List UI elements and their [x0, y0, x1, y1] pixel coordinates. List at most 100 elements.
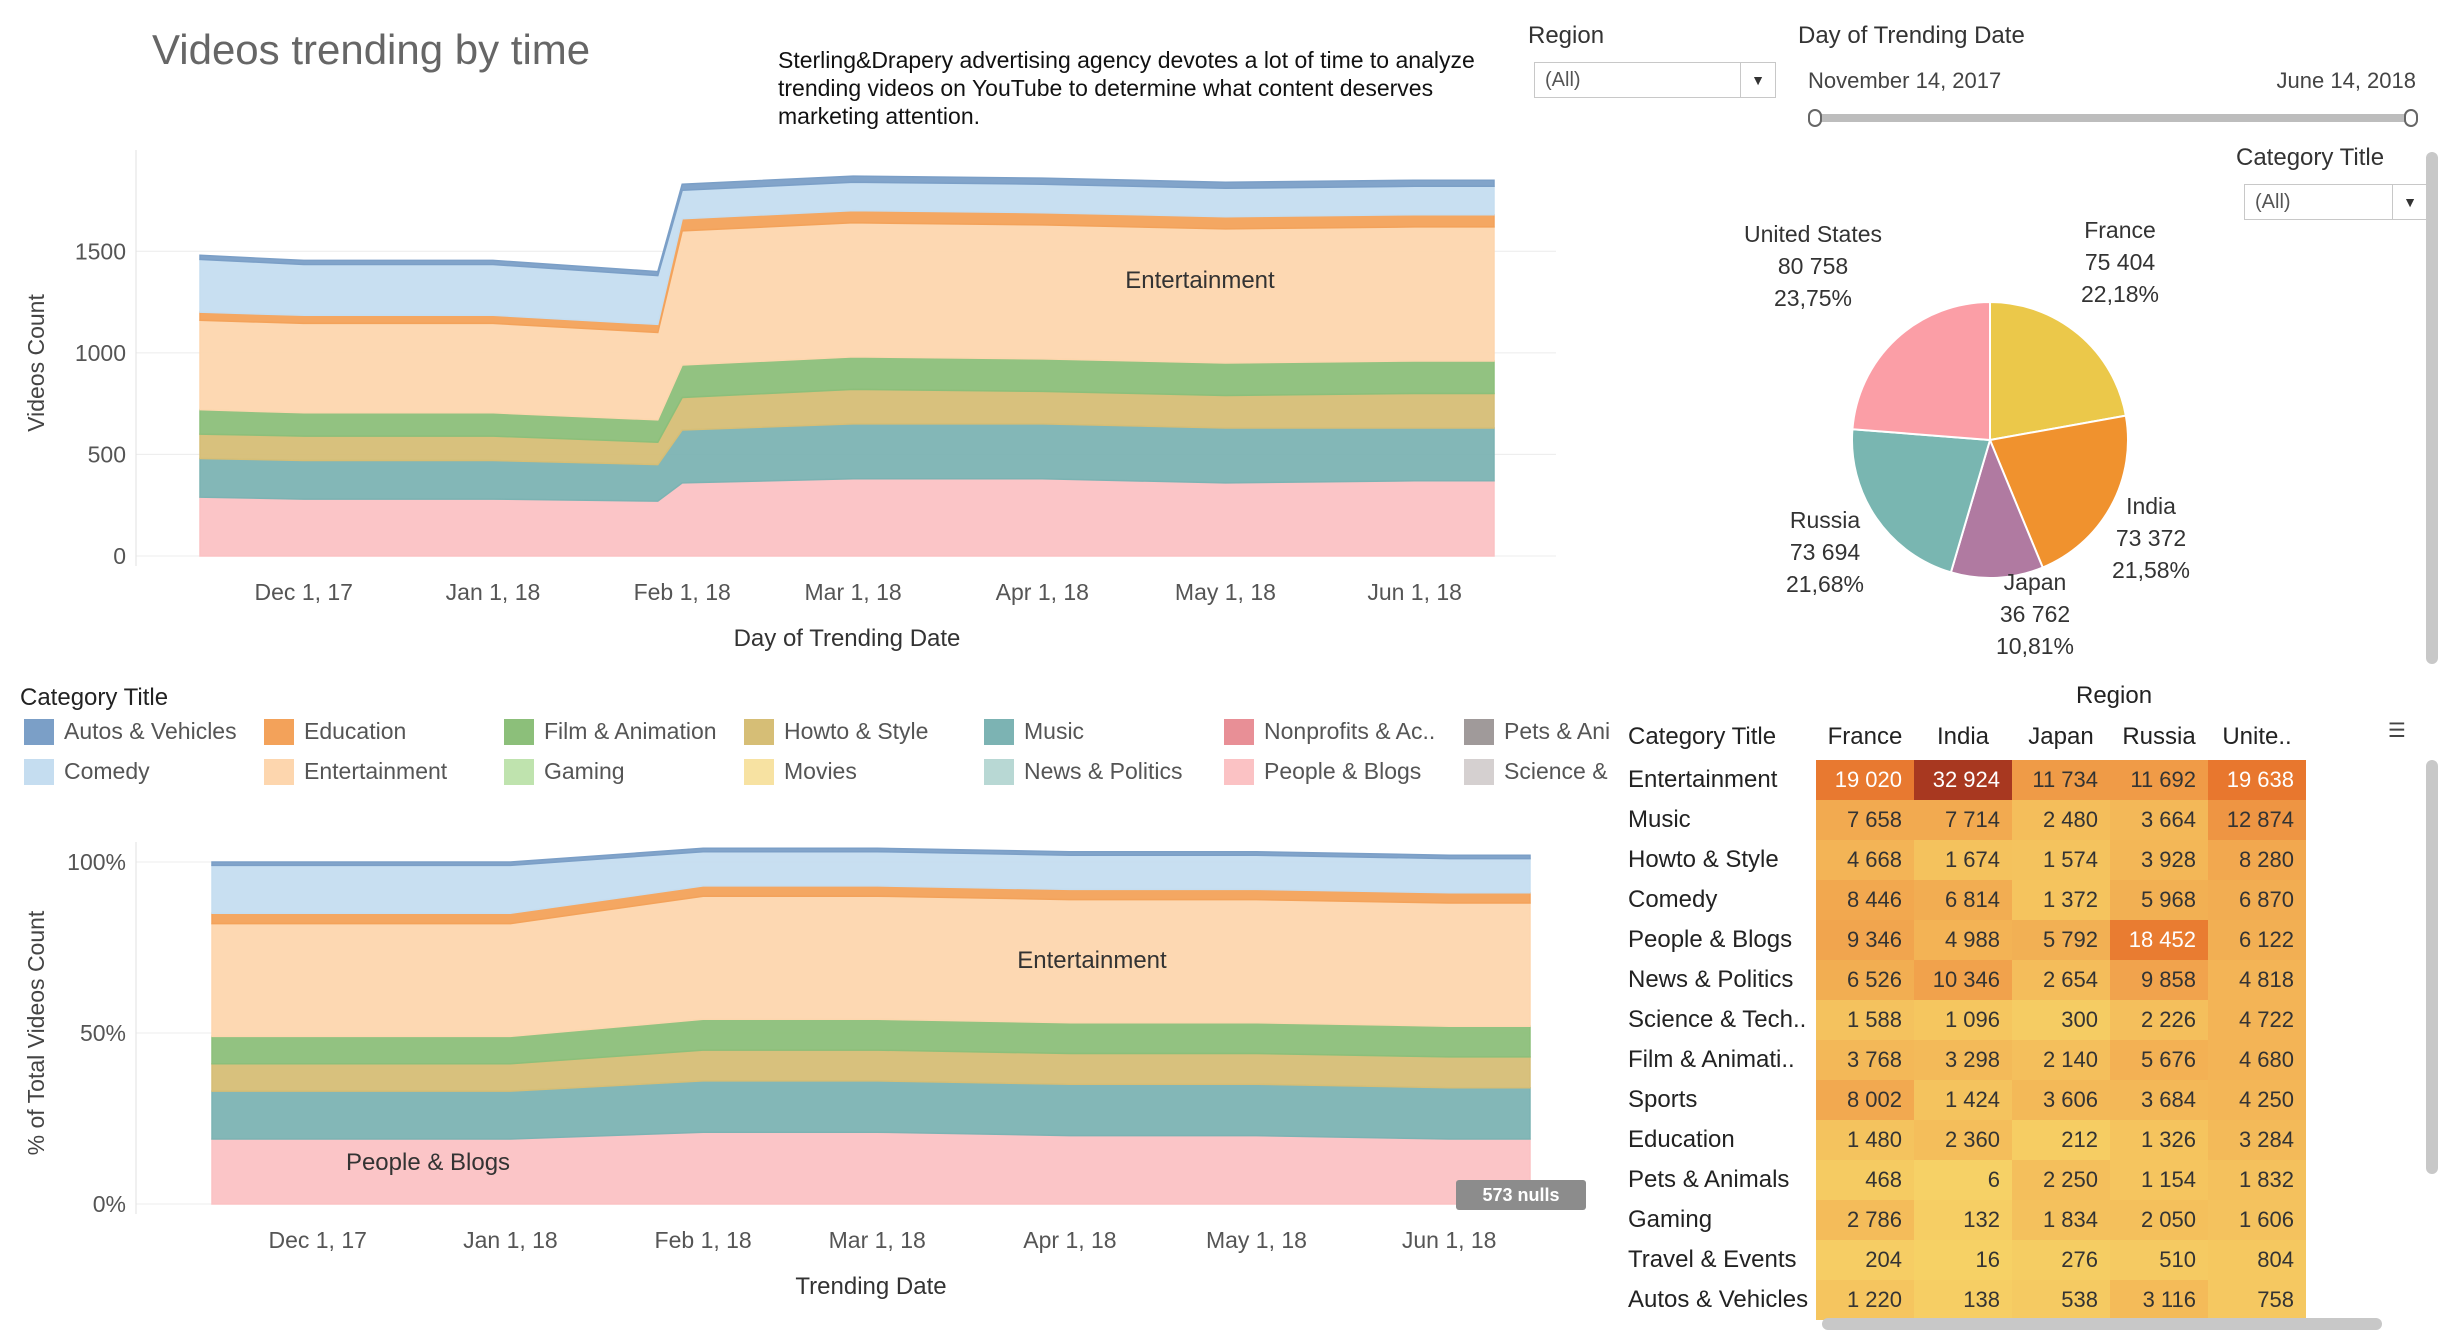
heatmap-cell[interactable]: 276: [2012, 1240, 2110, 1280]
heatmap-cell[interactable]: 1 372: [2012, 880, 2110, 920]
heatmap-cell[interactable]: 3 928: [2110, 840, 2208, 880]
heatmap-cell[interactable]: 1 588: [1816, 1000, 1914, 1040]
heatmap-column-russia[interactable]: Russia: [2122, 723, 2196, 750]
heatmap-cell[interactable]: 19 638: [2208, 760, 2306, 800]
legend-item-pets-ani[interactable]: Pets & Ani: [1464, 718, 1614, 745]
heatmap-cell[interactable]: 204: [1816, 1240, 1914, 1280]
legend-item-howto-style[interactable]: Howto & Style: [744, 718, 928, 745]
heatmap-cell[interactable]: 3 664: [2110, 800, 2208, 840]
heatmap-cell[interactable]: 300: [2012, 1000, 2110, 1040]
legend-item-education[interactable]: Education: [264, 718, 406, 745]
heatmap-cell[interactable]: 132: [1914, 1200, 2012, 1240]
heatmap-cell[interactable]: 3 298: [1914, 1040, 2012, 1080]
heatmap-cell[interactable]: 2 226: [2110, 1000, 2208, 1040]
chevron-down-icon[interactable]: ▼: [2392, 185, 2427, 219]
chevron-down-icon[interactable]: ▼: [1740, 63, 1775, 97]
heatmap-cell[interactable]: 12 874: [2208, 800, 2306, 840]
heatmap-cell[interactable]: 3 606: [2012, 1080, 2110, 1120]
heatmap-cell[interactable]: 8 002: [1816, 1080, 1914, 1120]
heatmap-cell[interactable]: 1 424: [1914, 1080, 2012, 1120]
legend-item-people-blogs[interactable]: People & Blogs: [1224, 758, 1421, 785]
heatmap-cell[interactable]: 19 020: [1816, 760, 1914, 800]
heatmap-cell[interactable]: 538: [2012, 1280, 2110, 1320]
heatmap-column-japan[interactable]: Japan: [2028, 723, 2094, 750]
heatmap-cell[interactable]: 1 154: [2110, 1160, 2208, 1200]
region-dropdown[interactable]: (All) ▼: [1534, 62, 1776, 98]
heatmap-cell[interactable]: 32 924: [1914, 760, 2012, 800]
heatmap-cell[interactable]: 4 818: [2208, 960, 2306, 1000]
heatmap-cell[interactable]: 7 658: [1816, 800, 1914, 840]
heatmap-cell[interactable]: 1 832: [2208, 1160, 2306, 1200]
heatmap-cell[interactable]: 1 606: [2208, 1200, 2306, 1240]
heatmap-cell[interactable]: 5 792: [2012, 920, 2110, 960]
heatmap-cell[interactable]: 4 722: [2208, 1000, 2306, 1040]
sort-icon[interactable]: ☰: [2388, 720, 2406, 742]
heatmap-cell[interactable]: 3 116: [2110, 1280, 2208, 1320]
heatmap-cell[interactable]: 5 676: [2110, 1040, 2208, 1080]
date-slider-end-handle[interactable]: [2404, 109, 2418, 127]
category-dropdown[interactable]: (All) ▼: [2244, 184, 2428, 220]
heatmap-cell[interactable]: 8 280: [2208, 840, 2306, 880]
heatmap-cell[interactable]: 18 452: [2110, 920, 2208, 960]
heatmap-cell[interactable]: 5 968: [2110, 880, 2208, 920]
heatmap-cell[interactable]: 1 096: [1914, 1000, 2012, 1040]
legend-item-music[interactable]: Music: [984, 718, 1084, 745]
heatmap-cell[interactable]: 1 674: [1914, 840, 2012, 880]
heatmap-cell[interactable]: 9 346: [1816, 920, 1914, 960]
heatmap-cell[interactable]: 6 526: [1816, 960, 1914, 1000]
heatmap-cell[interactable]: 804: [2208, 1240, 2306, 1280]
date-slider-track[interactable]: [1808, 114, 2414, 122]
heatmap-cell[interactable]: 212: [2012, 1120, 2110, 1160]
heatmap-cell[interactable]: 4 668: [1816, 840, 1914, 880]
heatmap-cell[interactable]: 3 284: [2208, 1120, 2306, 1160]
heatmap-cell[interactable]: 6 814: [1914, 880, 2012, 920]
heatmap-cell[interactable]: 9 858: [2110, 960, 2208, 1000]
heatmap-cell[interactable]: 6: [1914, 1160, 2012, 1200]
heatmap-vertical-scrollbar[interactable]: [2426, 760, 2438, 1174]
legend-item-comedy[interactable]: Comedy: [24, 758, 150, 785]
heatmap-column-unite[interactable]: Unite..: [2222, 723, 2292, 750]
heatmap-cell[interactable]: 4 988: [1914, 920, 2012, 960]
heatmap-cell[interactable]: 11 734: [2012, 760, 2110, 800]
heatmap-cell[interactable]: 2 480: [2012, 800, 2110, 840]
heatmap-cell[interactable]: 1 326: [2110, 1120, 2208, 1160]
heatmap-cell[interactable]: 3 768: [1816, 1040, 1914, 1080]
heatmap-cell[interactable]: 2 786: [1816, 1200, 1914, 1240]
heatmap-cell[interactable]: 2 654: [2012, 960, 2110, 1000]
heatmap-cell[interactable]: 1 480: [1816, 1120, 1914, 1160]
heatmap-cell[interactable]: 1 574: [2012, 840, 2110, 880]
heatmap-cell[interactable]: 8 446: [1816, 880, 1914, 920]
heatmap-cell[interactable]: 6 122: [2208, 920, 2306, 960]
legend-item-entertainment[interactable]: Entertainment: [264, 758, 447, 785]
heatmap-column-france[interactable]: France: [1827, 723, 1903, 750]
heatmap-cell[interactable]: 6 870: [2208, 880, 2306, 920]
heatmap-cell[interactable]: 510: [2110, 1240, 2208, 1280]
heatmap-cell[interactable]: 2 360: [1914, 1120, 2012, 1160]
heatmap-cell[interactable]: 3 684: [2110, 1080, 2208, 1120]
nulls-badge[interactable]: 573 nulls: [1456, 1180, 1586, 1210]
heatmap-cell[interactable]: 4 250: [2208, 1080, 2306, 1120]
heatmap-cell[interactable]: 11 692: [2110, 760, 2208, 800]
heatmap-cell[interactable]: 7 714: [1914, 800, 2012, 840]
legend-item-nonprofits-ac[interactable]: Nonprofits & Ac..: [1224, 718, 1435, 745]
heatmap-cell[interactable]: 4 680: [2208, 1040, 2306, 1080]
heatmap-cell[interactable]: 2 140: [2012, 1040, 2110, 1080]
heatmap-cell[interactable]: 2 050: [2110, 1200, 2208, 1240]
date-slider-start-handle[interactable]: [1808, 109, 1822, 127]
legend-item-movies[interactable]: Movies: [744, 758, 857, 785]
heatmap-cell[interactable]: 1 220: [1816, 1280, 1914, 1320]
heatmap-cell[interactable]: 468: [1816, 1160, 1914, 1200]
legend-item-film-animation[interactable]: Film & Animation: [504, 718, 717, 745]
heatmap-cell[interactable]: 1 834: [2012, 1200, 2110, 1240]
heatmap-cell[interactable]: 2 250: [2012, 1160, 2110, 1200]
legend-item-autos-vehicles[interactable]: Autos & Vehicles: [24, 718, 237, 745]
heatmap-column-india[interactable]: India: [1936, 723, 1990, 750]
heatmap-cell[interactable]: 10 346: [1914, 960, 2012, 1000]
legend-item-science[interactable]: Science &: [1464, 758, 1614, 785]
heatmap-cell[interactable]: 138: [1914, 1280, 2012, 1320]
right-panel-scrollbar[interactable]: [2426, 152, 2438, 664]
legend-item-news-politics[interactable]: News & Politics: [984, 758, 1182, 785]
legend-item-gaming[interactable]: Gaming: [504, 758, 625, 785]
heatmap-cell[interactable]: 16: [1914, 1240, 2012, 1280]
heatmap-horizontal-scrollbar[interactable]: [1822, 1318, 2382, 1330]
